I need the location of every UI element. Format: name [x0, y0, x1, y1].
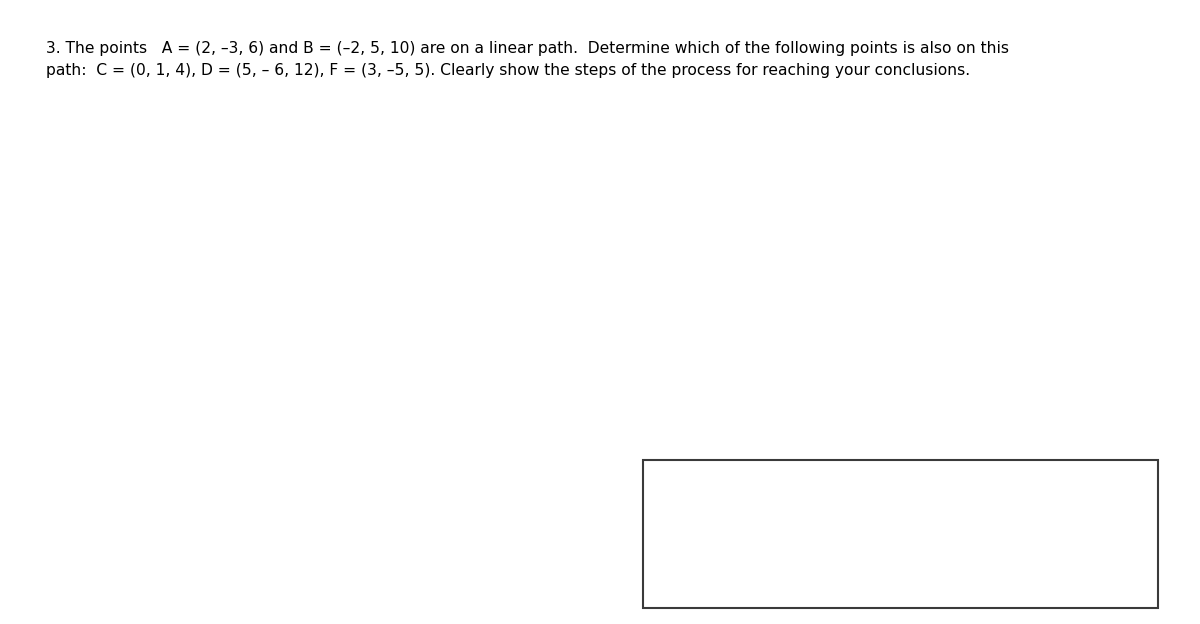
Text: 3. The points   A = (2, –3, 6) and B = (–2, 5, 10) are on a linear path.  Determ: 3. The points A = (2, –3, 6) and B = (–2…	[46, 41, 1008, 56]
Text: path:  C = (0, 1, 4), D = (5, – 6, 12), F = (3, –5, 5). Clearly show the steps o: path: C = (0, 1, 4), D = (5, – 6, 12), F…	[46, 62, 970, 77]
Bar	[643, 460, 1158, 608]
